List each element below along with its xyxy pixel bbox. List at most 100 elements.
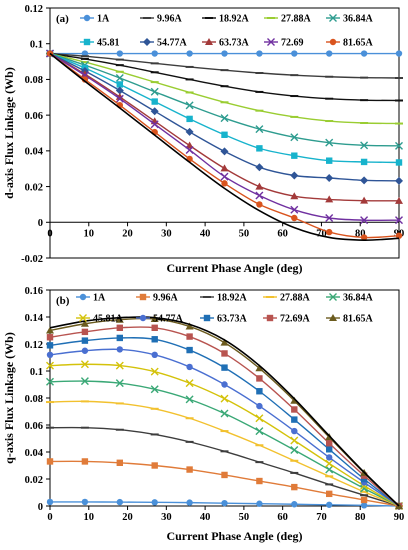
y-tick-label: 0.12 <box>25 340 43 351</box>
data-point <box>46 334 54 341</box>
legend-entry: 36.84A <box>326 14 374 25</box>
panel-label: (b) <box>56 295 70 307</box>
data-point <box>185 379 194 388</box>
data-point <box>360 234 368 241</box>
plot-area <box>49 7 400 259</box>
x-tick-label: 30 <box>161 512 172 523</box>
legend-label: 54.77A <box>153 314 184 325</box>
y-tick-label: 0.02 <box>25 182 43 193</box>
data-point <box>115 92 124 100</box>
data-point <box>116 346 124 353</box>
legend-entry: 9.96A <box>136 293 179 304</box>
series-line <box>49 52 400 241</box>
legend-label: 63.73A <box>217 314 248 325</box>
data-point <box>46 351 54 358</box>
data-point <box>81 328 89 336</box>
x-tick-label: 60 <box>277 228 288 239</box>
x-tick-label: 0 <box>47 228 52 239</box>
legend-swatch-marker <box>205 38 213 45</box>
data-point <box>150 385 159 394</box>
data-point <box>325 214 334 222</box>
data-point <box>220 114 229 123</box>
legend-swatch-marker <box>83 38 91 46</box>
data-point <box>116 50 124 57</box>
data-point <box>395 50 403 57</box>
data-point <box>221 499 228 507</box>
x-tick-label: 40 <box>200 228 211 239</box>
data-point <box>80 377 89 386</box>
data-point <box>115 379 124 388</box>
data-point <box>115 74 124 82</box>
data-point <box>185 141 194 149</box>
data-point <box>255 427 264 436</box>
data-point <box>115 361 124 370</box>
data-point <box>151 336 158 343</box>
series-36-84A <box>46 377 403 510</box>
data-point <box>150 315 159 323</box>
data-point <box>255 364 264 372</box>
data-point <box>290 171 299 180</box>
data-point <box>326 454 333 461</box>
series-1A <box>46 498 403 510</box>
y-tick-label: 0.1 <box>30 40 43 51</box>
x-tick-label: 50 <box>239 228 250 239</box>
data-point <box>185 127 194 136</box>
data-point <box>186 115 193 123</box>
data-point <box>185 101 194 110</box>
data-point <box>46 342 54 349</box>
data-point <box>360 475 368 483</box>
data-point <box>221 381 228 388</box>
data-point <box>221 180 228 187</box>
x-axis-title: Current Phase Angle (deg) <box>166 529 302 543</box>
y-tick-label: 0.12 <box>25 4 43 15</box>
legend-label: 9.96A <box>157 14 183 25</box>
legend-entry: 18.92A <box>200 293 248 304</box>
data-point <box>325 459 334 468</box>
data-point <box>395 176 403 185</box>
x-tick-label: 20 <box>122 228 133 239</box>
legend-entry: 54.77A <box>136 314 184 325</box>
legend-entry: 1A <box>76 293 106 304</box>
data-point <box>186 363 193 371</box>
series-line <box>49 348 400 507</box>
data-point <box>221 131 228 138</box>
series-unlabeled <box>49 52 400 241</box>
series-72-69 <box>46 49 403 225</box>
data-point <box>395 141 403 150</box>
series-36-84A <box>46 49 403 150</box>
data-point <box>116 324 123 331</box>
series-81-65A <box>46 50 403 241</box>
data-point <box>221 471 228 479</box>
series-line <box>49 337 400 507</box>
series-45-81A <box>46 360 403 510</box>
data-point <box>291 501 298 508</box>
legend-label: 81.65A <box>343 38 374 49</box>
y-tick-label: 0.06 <box>25 111 43 122</box>
x-tick-label: 30 <box>161 228 172 239</box>
data-point <box>326 157 333 164</box>
legend-swatch-marker <box>203 314 211 322</box>
series-line <box>49 316 400 507</box>
data-point <box>150 120 159 129</box>
y-tick-label: 0.02 <box>25 475 43 486</box>
data-point <box>81 458 89 465</box>
series-1A <box>46 50 403 57</box>
data-point <box>81 76 89 83</box>
y-tick-label: 0.06 <box>25 421 43 432</box>
x-tick-label: 60 <box>277 512 288 523</box>
data-point <box>186 466 193 473</box>
y-tick-label: 0 <box>38 218 43 229</box>
legend-label: 72.69 <box>281 38 304 49</box>
data-point <box>256 500 263 507</box>
data-point <box>220 164 229 172</box>
legend-label: 9.96A <box>153 293 179 304</box>
data-point <box>46 498 54 506</box>
series-9-96A <box>46 52 403 79</box>
y-tick-label: -0.02 <box>21 254 43 265</box>
data-point <box>360 216 369 225</box>
data-point <box>150 367 159 376</box>
data-point <box>220 147 229 156</box>
x-tick-label: 40 <box>200 512 211 523</box>
series-unlabeled <box>49 316 400 507</box>
legend-swatch-marker <box>79 314 87 322</box>
